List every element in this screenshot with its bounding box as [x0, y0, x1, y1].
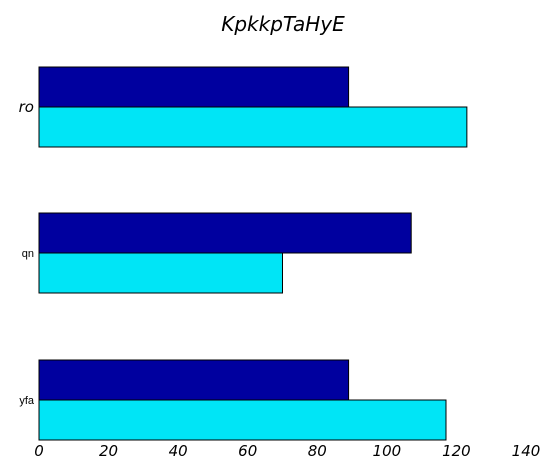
x-tick-label-40: 40 [169, 442, 188, 460]
bar-yfa-series-1 [38, 359, 350, 401]
bar-ro-series-2 [38, 106, 468, 148]
x-tick-label-120: 120 [442, 442, 471, 460]
y-tick-label-qn: qn [22, 248, 34, 260]
bar-ro-series-1 [38, 66, 350, 108]
bars-layer [38, 66, 468, 441]
bar-qn-series-2 [38, 252, 283, 294]
x-tick-label-20: 20 [99, 442, 118, 460]
x-tick-label-80: 80 [308, 442, 327, 460]
x-tick-label-100: 100 [373, 442, 402, 460]
y-tick-label-yfa: yfa [19, 395, 35, 407]
bar-yfa-series-2 [38, 399, 447, 441]
bar-qn-series-1 [38, 212, 412, 254]
y-tick-label-ro: ro [19, 98, 34, 116]
x-tick-labels: 0 20 40 60 80 100 120 140 [34, 442, 540, 460]
x-tick-label-0: 0 [34, 442, 44, 460]
x-tick-label-140: 140 [512, 442, 541, 460]
chart-title: KpkkpTaHyE [221, 12, 345, 36]
x-tick-label-60: 60 [238, 442, 257, 460]
y-tick-labels: ro qn yfa [19, 98, 35, 407]
